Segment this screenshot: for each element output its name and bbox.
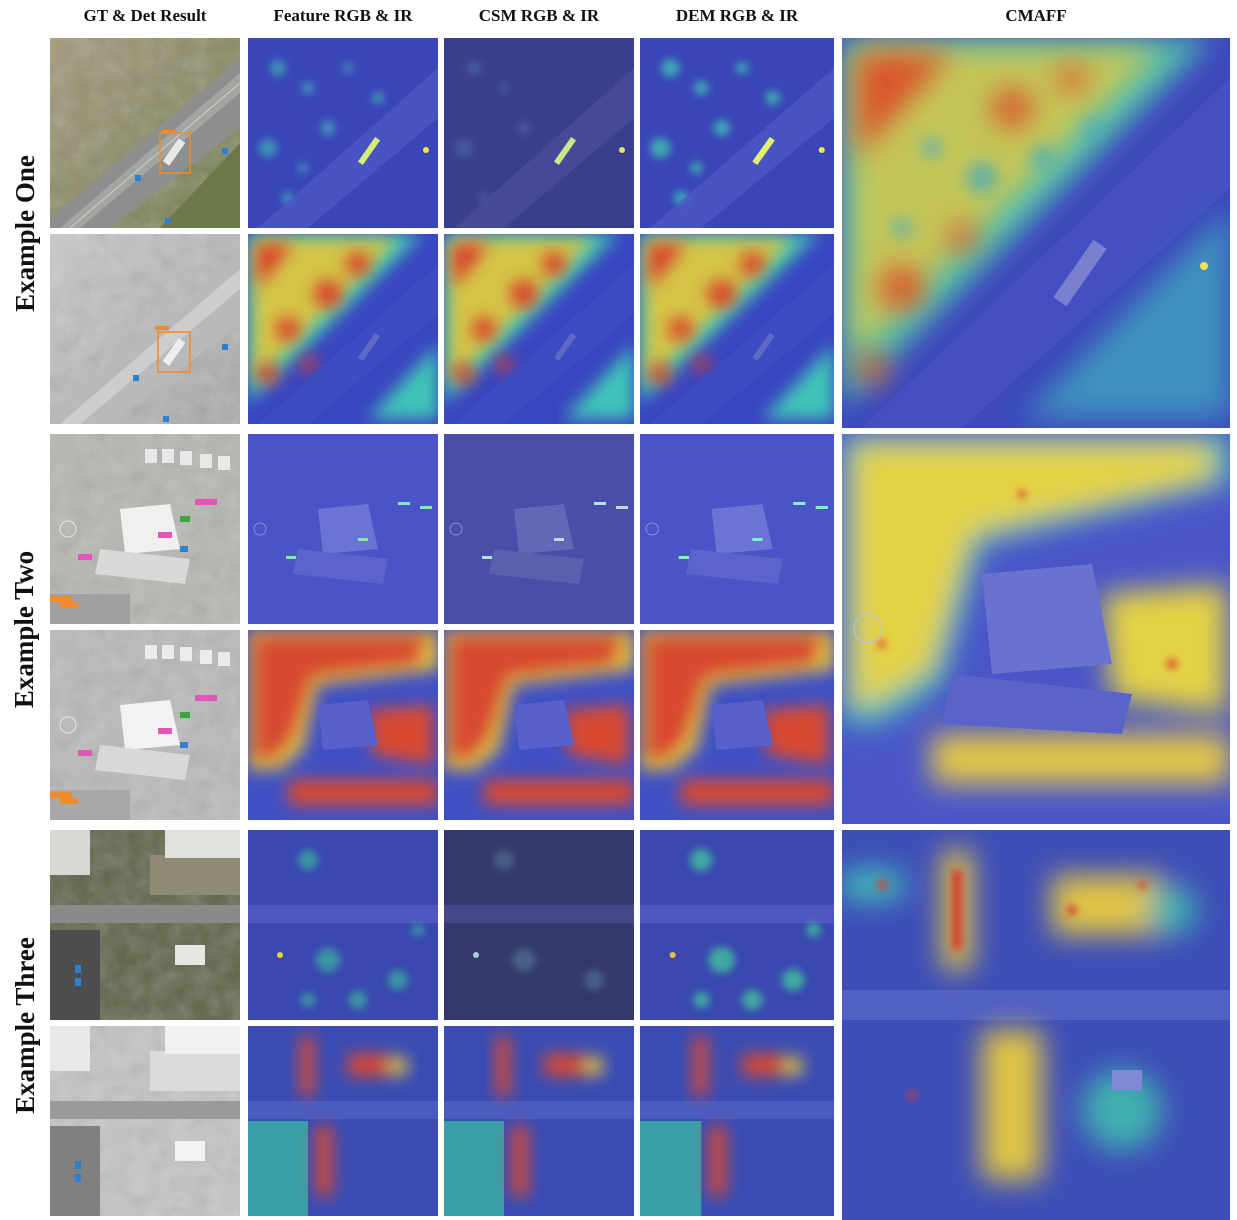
example-two-gt-ir-image (50, 630, 240, 820)
example-two-feature-rgb-heatmap (248, 434, 438, 624)
example-one-dem-ir-heatmap (640, 234, 834, 424)
example-one-gt-ir-image (50, 234, 240, 424)
column-header-gt-det: GT & Det Result (83, 6, 207, 25)
example-one-feature-ir-heatmap (248, 234, 438, 424)
example-three-feature-rgb-heatmap (248, 830, 438, 1020)
example-one-cmaff-heatmap (842, 38, 1230, 428)
example-two-csm-rgb-heatmap (444, 434, 634, 624)
column-header-feature: Feature RGB & IR (273, 6, 413, 25)
example-two-dem-rgb-heatmap (640, 434, 834, 624)
example-one-csm-rgb-heatmap (444, 38, 634, 228)
row-label-example-three: Example Three (9, 936, 40, 1114)
example-one-gt-rgb-image (50, 38, 240, 228)
example-three-dem-rgb-heatmap (640, 830, 834, 1020)
column-header-csm: CSM RGB & IR (478, 6, 600, 25)
example-two-dem-ir-heatmap (640, 630, 834, 820)
example-three-dem-ir-heatmap (640, 1026, 834, 1216)
column-header-dem: DEM RGB & IR (675, 6, 799, 25)
row-label-example-two: Example Two (9, 550, 40, 708)
example-one-csm-ir-heatmap (444, 234, 634, 424)
example-one-dem-rgb-heatmap (640, 38, 834, 228)
example-two-gt-rgb-image (50, 434, 240, 624)
example-three-csm-rgb-heatmap (444, 830, 634, 1020)
example-two-cmaff-heatmap (842, 434, 1230, 824)
example-two-feature-ir-heatmap (248, 630, 438, 820)
example-three-feature-ir-heatmap (248, 1026, 438, 1216)
column-header-cmaff: CMAFF (1005, 6, 1067, 25)
example-three-gt-rgb-image (50, 830, 240, 1020)
example-three-csm-ir-heatmap (444, 1026, 634, 1216)
row-label-example-one: Example One (9, 154, 40, 312)
example-two-csm-ir-heatmap (444, 630, 634, 820)
example-one-feature-rgb-heatmap (248, 38, 438, 228)
example-three-cmaff-heatmap (842, 830, 1230, 1220)
example-three-gt-ir-image (50, 1026, 240, 1216)
